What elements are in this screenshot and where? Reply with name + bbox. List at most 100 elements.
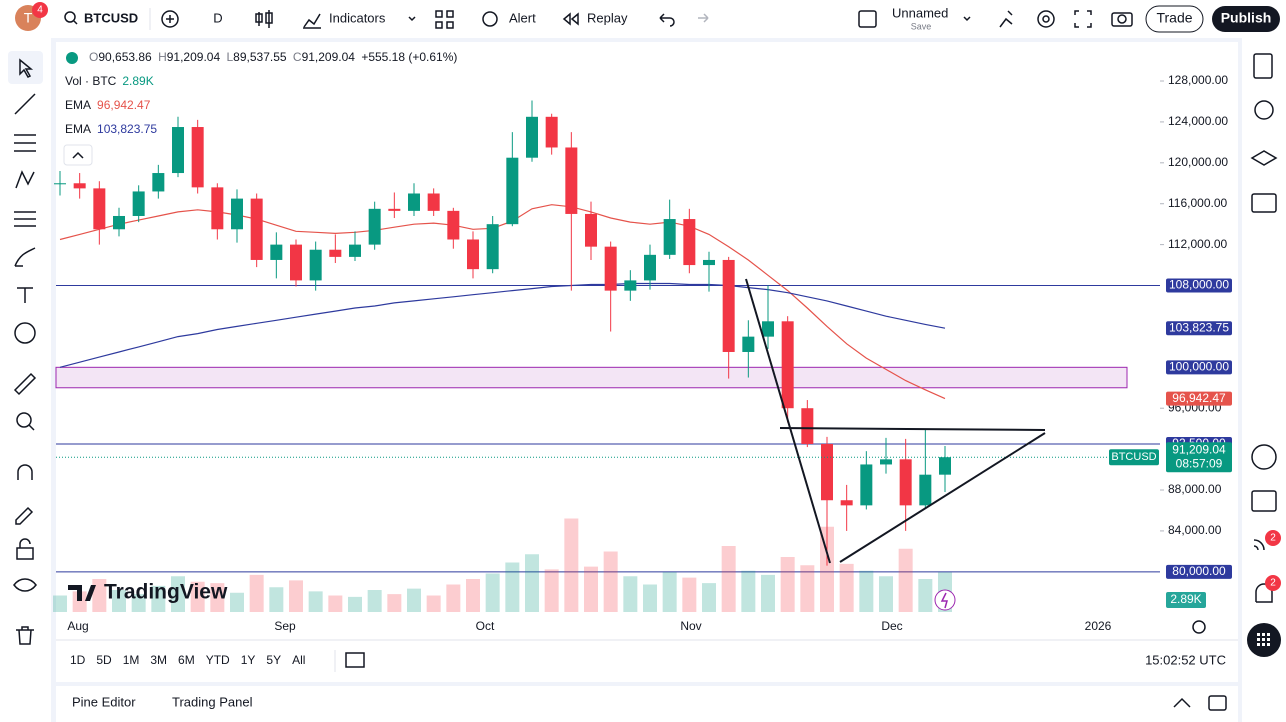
range-button[interactable]: YTD xyxy=(206,653,230,667)
trading-panel-tab[interactable]: Trading Panel xyxy=(172,694,253,709)
range-button[interactable]: All xyxy=(292,653,305,667)
publish-button[interactable] xyxy=(1212,6,1280,32)
badge-count: 2 xyxy=(1270,533,1276,544)
quick-search-icon[interactable] xyxy=(999,10,1013,28)
ema-label: EMA xyxy=(65,122,91,136)
layers-icon[interactable] xyxy=(1250,150,1278,166)
visibility-tool[interactable] xyxy=(13,578,37,592)
range-button[interactable]: 6M xyxy=(178,653,195,667)
volume-bar xyxy=(249,574,264,612)
y-tick-label: 88,000.00 xyxy=(1168,482,1222,496)
volume-bar xyxy=(800,565,815,612)
y-tick-label: 120,000.00 xyxy=(1168,155,1228,169)
candle-body xyxy=(388,208,401,211)
candle-body xyxy=(93,188,106,230)
goto-date[interactable] xyxy=(345,652,365,668)
zoom-tool[interactable] xyxy=(16,412,32,428)
expand-panel[interactable] xyxy=(1173,697,1191,708)
range-button[interactable]: 5Y xyxy=(266,653,281,667)
chart-type-icon[interactable] xyxy=(255,10,273,28)
pattern-tool[interactable] xyxy=(15,170,35,189)
snapshot-icon[interactable] xyxy=(1111,12,1133,27)
candle-body xyxy=(683,219,696,266)
notification-badge xyxy=(32,2,48,18)
search-icon[interactable] xyxy=(64,11,76,23)
countdown-label: 08:57:09 xyxy=(1176,456,1223,470)
level-badge-label: 108,000.00 xyxy=(1169,278,1229,292)
ohlc-value: 89,537.55 xyxy=(233,50,287,64)
lock-tool[interactable] xyxy=(16,547,34,560)
calendar-icon[interactable] xyxy=(1251,490,1277,512)
indicators-button[interactable]: Indicators xyxy=(329,10,386,25)
volume-value: 2.89K xyxy=(122,74,153,88)
cursor-tool[interactable] xyxy=(19,58,34,78)
magnet-tool[interactable] xyxy=(17,464,33,480)
chevron[interactable] xyxy=(963,16,971,22)
emoji-tool[interactable] xyxy=(14,322,36,344)
alerts-icon[interactable] xyxy=(1254,100,1274,120)
axis-settings[interactable] xyxy=(1192,620,1206,634)
interval[interactable]: D xyxy=(213,10,222,25)
alert-icon[interactable] xyxy=(482,11,498,27)
range-button[interactable]: 1Y xyxy=(241,653,256,667)
trade-button[interactable] xyxy=(1145,5,1204,33)
data-window-icon[interactable] xyxy=(1251,444,1277,470)
logo-text: TradingView xyxy=(104,581,228,604)
news-icon[interactable] xyxy=(1253,539,1265,551)
chevron[interactable] xyxy=(408,16,416,22)
maximize-panel[interactable] xyxy=(1208,695,1227,711)
zone-badge xyxy=(1166,360,1232,375)
ema-fast-badge-label: 96,942.47 xyxy=(1172,391,1226,405)
y-tick-label: 128,000.00 xyxy=(1168,73,1228,87)
volume-bar xyxy=(839,563,854,612)
assistant-icon[interactable] xyxy=(934,589,956,611)
pine-editor-tab[interactable]: Pine Editor xyxy=(72,694,136,709)
apps-button xyxy=(1257,633,1270,646)
ruler-tool[interactable] xyxy=(13,372,37,396)
y-tick-label: 124,000.00 xyxy=(1168,114,1228,128)
candle-body xyxy=(919,474,932,506)
draw-mode-tool[interactable] xyxy=(15,506,34,525)
collapse-legend[interactable] xyxy=(63,144,93,166)
range-button[interactable]: 1M xyxy=(123,653,140,667)
undo[interactable] xyxy=(659,13,675,27)
volume-bar xyxy=(190,581,205,612)
layout-icon[interactable] xyxy=(858,10,877,28)
ohlc-label: O xyxy=(89,50,98,64)
assistant-icon xyxy=(940,592,948,609)
replay-icon[interactable] xyxy=(562,12,579,26)
volume-bar xyxy=(112,590,126,612)
candle-body xyxy=(565,147,578,214)
volume-bar xyxy=(348,596,362,612)
zone-badge-label: 100,000.00 xyxy=(1169,359,1229,373)
ema-value: 103,823.75 xyxy=(97,122,157,136)
indicators-icon[interactable] xyxy=(303,13,321,29)
volume-bar xyxy=(446,584,461,612)
symbol[interactable]: BTCUSD xyxy=(84,10,138,25)
ohlc-value: 91,209.04 xyxy=(167,50,221,64)
add-symbol[interactable] xyxy=(161,10,179,28)
trend-line-tool[interactable] xyxy=(14,93,36,115)
watchlist-icon[interactable] xyxy=(1253,53,1273,79)
redo[interactable] xyxy=(698,13,709,23)
chat-icon[interactable] xyxy=(1251,193,1277,213)
range-button[interactable]: 1D xyxy=(70,653,86,667)
prediction-tool[interactable] xyxy=(14,211,36,227)
replay-button[interactable]: Replay xyxy=(587,10,628,25)
layouts-icon[interactable] xyxy=(435,10,454,29)
fullscreen-icon[interactable] xyxy=(1074,10,1092,28)
brush-tool[interactable] xyxy=(14,247,36,267)
range-button[interactable]: 5D xyxy=(96,653,112,667)
fib-tool[interactable] xyxy=(14,134,36,152)
text-tool[interactable] xyxy=(17,287,33,303)
remove-tool[interactable] xyxy=(16,626,34,645)
range-button[interactable]: 3M xyxy=(150,653,167,667)
settings-icon[interactable] xyxy=(1037,10,1055,28)
volume-bar xyxy=(407,588,421,612)
layout-name[interactable]: Unnamed xyxy=(892,5,948,20)
volume-bar xyxy=(859,570,874,612)
alert-button[interactable]: Alert xyxy=(509,10,536,25)
lock-tool xyxy=(19,538,31,548)
ohlc-value: 91,209.04 xyxy=(302,50,356,64)
snapshot-icon xyxy=(1117,14,1127,24)
